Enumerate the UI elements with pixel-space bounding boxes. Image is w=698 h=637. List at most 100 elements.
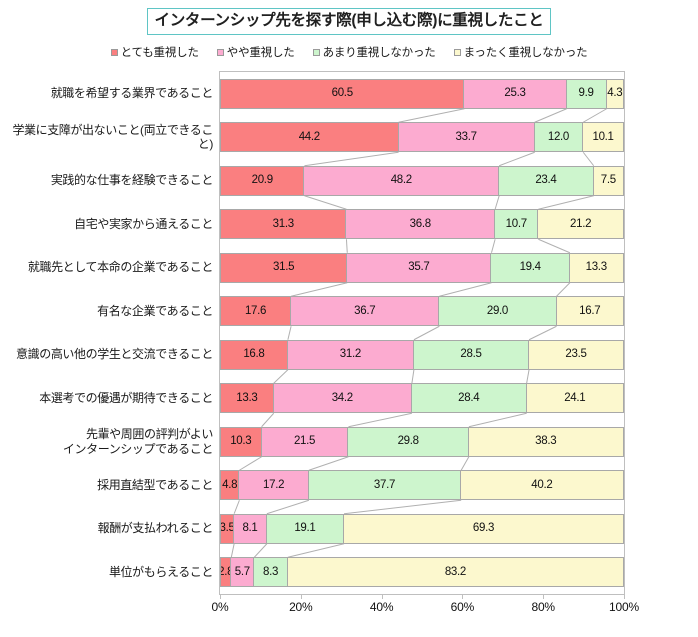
bar-segment: 13.3 (220, 383, 274, 414)
category-label-line: 単位がもらえること (108, 564, 213, 579)
x-axis-tick (220, 595, 221, 599)
legend-item[interactable]: とても重視した (110, 44, 199, 60)
category-label-line: インターンシップであること (62, 441, 213, 456)
bar-segment-value: 16.7 (579, 304, 601, 317)
legend-item[interactable]: あまり重視しなかった (312, 44, 436, 60)
bar-segment-value: 21.5 (293, 435, 316, 447)
bar-segment: 17.2 (239, 470, 309, 501)
bar-segment-value: 2.8 (221, 565, 230, 578)
x-axis-tick (543, 595, 545, 599)
bar-segment-value: 10.1 (592, 130, 614, 143)
category-label: 本選考での優遇が期待できること (0, 377, 213, 421)
bar-segment-value: 37.7 (373, 478, 396, 491)
legend-item-label: とても重視した (120, 47, 199, 59)
bar-segment-value: 20.9 (251, 174, 273, 186)
bar-segment-value: 36.8 (409, 217, 431, 230)
bar-segment: 10.3 (220, 426, 262, 457)
bar-segment: 29.8 (348, 426, 469, 457)
bar-segment: 37.7 (308, 470, 462, 501)
category-label: 有名な企業であること (0, 290, 213, 334)
bar-segment: 19.1 (266, 513, 344, 544)
bar-segment-value: 10.7 (505, 217, 527, 230)
bar-segment-value: 8.1 (242, 522, 258, 534)
legend-swatch-icon (312, 48, 320, 56)
table-row: 17.6 36.7 29.0 16.7 (220, 296, 624, 327)
table-row: 16.8 31.2 28.5 23.5 (220, 339, 624, 370)
bar-segment: 60.5 (220, 78, 465, 109)
category-label: 報酬が支払われること (0, 507, 214, 551)
bar-segment: 38.3 (468, 426, 624, 457)
bar-segment-value: 31.5 (273, 261, 295, 273)
table-row: 13.3 34.2 28.4 24.1 (220, 383, 624, 414)
bar-segment-value: 16.8 (243, 348, 265, 360)
legend-item[interactable]: やや重視した (216, 44, 295, 60)
bar-segment: 48.2 (304, 165, 500, 196)
bar-segment-value: 9.9 (578, 87, 594, 99)
bar-segment: 3.5 (220, 513, 235, 544)
category-label: 採用直結型であること (0, 464, 213, 508)
bar-segment: 17.6 (220, 296, 292, 327)
bar-segment: 20.9 (220, 165, 305, 196)
legend-item-label: あまり重視しなかった (322, 47, 436, 59)
x-axis-tick-label: 0% (211, 600, 229, 614)
category-label: 就職を希望する業界であること (0, 72, 214, 116)
bar-segment-value: 4.8 (222, 478, 238, 491)
table-row: 3.5 8.1 19.1 69.3 (220, 513, 624, 544)
bar-segment-value: 44.2 (298, 130, 320, 143)
table-row: 4.8 17.2 37.7 40.2 (220, 470, 624, 501)
x-axis-tick (300, 595, 302, 599)
bar-segment-value: 19.4 (519, 261, 541, 273)
bar-segment-value: 31.3 (272, 217, 294, 230)
bar-segment: 5.7 (231, 557, 255, 588)
bar-segment: 69.3 (344, 513, 624, 544)
bar-segment-value: 25.3 (504, 87, 526, 99)
x-axis-tick (381, 595, 383, 599)
category-label: 単位がもらえること (0, 551, 213, 595)
category-label-line: 先輩や周囲の評判がよい (85, 427, 213, 442)
bar-segment-value: 29.8 (397, 435, 419, 447)
bar-segment: 9.9 (566, 78, 607, 109)
x-axis-tick (462, 595, 464, 599)
title-container: インターンシップ先を探す際(申し込む際)に重視したこと (0, 8, 698, 35)
category-label-line: 就職先として本命の企業であること (27, 260, 214, 275)
x-axis-tick-label: 20% (289, 600, 313, 614)
bar-segment-value: 17.2 (263, 478, 285, 491)
bar-segment-value: 21.2 (570, 217, 592, 230)
bar-segment: 83.2 (287, 557, 624, 588)
legend-item-label: やや重視した (226, 47, 295, 59)
bar-segment-value: 19.1 (294, 522, 316, 534)
bar-segment-value: 4.3 (607, 87, 623, 99)
bar-segment: 40.2 (461, 470, 624, 501)
bar-segment-value: 35.7 (408, 261, 430, 273)
bar-segment: 10.1 (583, 122, 624, 153)
bar-segment: 28.4 (411, 383, 527, 414)
category-label-line: 本選考での優遇が期待できること (39, 390, 213, 405)
bar-segment-value: 12.0 (547, 130, 570, 143)
bar-segment: 25.3 (464, 78, 567, 109)
bar-segment: 10.7 (495, 209, 539, 240)
x-axis-tick-label: 60% (450, 600, 475, 614)
bar-segment-value: 23.4 (535, 174, 557, 186)
table-row: 2.8 5.7 8.3 83.2 (220, 557, 624, 588)
bar-segment-value: 69.3 (472, 522, 495, 534)
bar-segment: 4.8 (220, 470, 240, 501)
bar-segment-value: 5.7 (234, 565, 250, 578)
bar-segment: 21.5 (261, 426, 349, 457)
table-row: 31.5 35.7 19.4 13.3 (220, 252, 624, 283)
bar-segment: 23.5 (529, 339, 624, 370)
bar-segment-value: 10.3 (230, 435, 252, 447)
bar-segment: 23.4 (499, 165, 594, 196)
category-label-line: 実践的な仕事を経験できること (50, 173, 214, 188)
legend-swatch-icon (110, 48, 118, 56)
bar-segment: 2.8 (220, 557, 232, 588)
bar-segment: 33.7 (398, 122, 535, 153)
bar-segment-value: 8.3 (263, 565, 279, 578)
legend-item[interactable]: まったく重視しなかった (453, 44, 588, 60)
bar-segment-value: 24.1 (564, 391, 586, 404)
bar-segment-value: 23.5 (565, 348, 587, 360)
bar-segment-value: 60.5 (331, 87, 353, 99)
bar-segment: 44.2 (220, 122, 399, 153)
bar-segment: 19.4 (491, 252, 570, 283)
table-row: 20.9 48.2 23.4 7.5 (220, 165, 624, 196)
bar-segment-value: 33.7 (455, 130, 477, 143)
